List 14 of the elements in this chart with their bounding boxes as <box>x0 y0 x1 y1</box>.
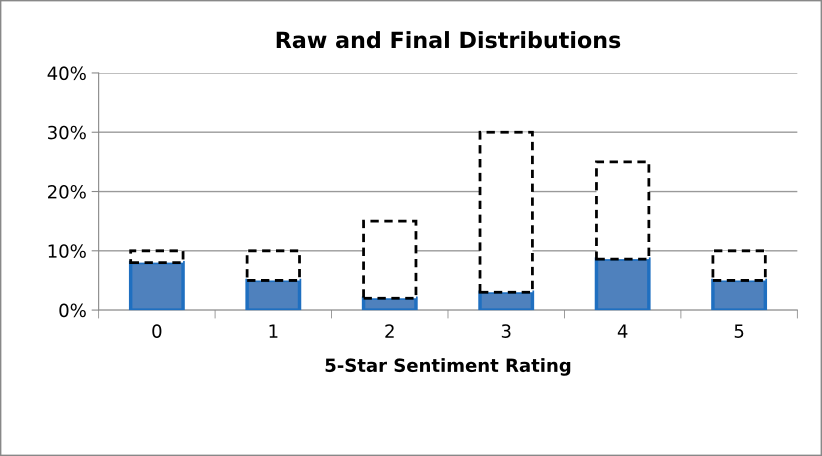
y-tick-label: 0% <box>59 304 86 318</box>
y-tick-label: 20% <box>48 184 86 199</box>
x-tick-label: 0 <box>152 324 162 338</box>
x-tick-label: 1 <box>270 324 278 338</box>
y-tick-label: 10% <box>48 244 86 258</box>
x-tick-label: 4 <box>618 324 628 338</box>
x-axis-title: 5-Star Sentiment Rating <box>326 358 570 376</box>
x-tick-label: 2 <box>385 324 394 338</box>
y-tick-label: 40% <box>48 66 86 80</box>
bar <box>129 249 184 264</box>
y-tick-label: 30% <box>48 126 86 140</box>
chart-title: Raw and Final Distributions <box>276 31 620 48</box>
x-tick-label: 3 <box>502 324 511 338</box>
x-tick-label: 5 <box>734 324 744 338</box>
